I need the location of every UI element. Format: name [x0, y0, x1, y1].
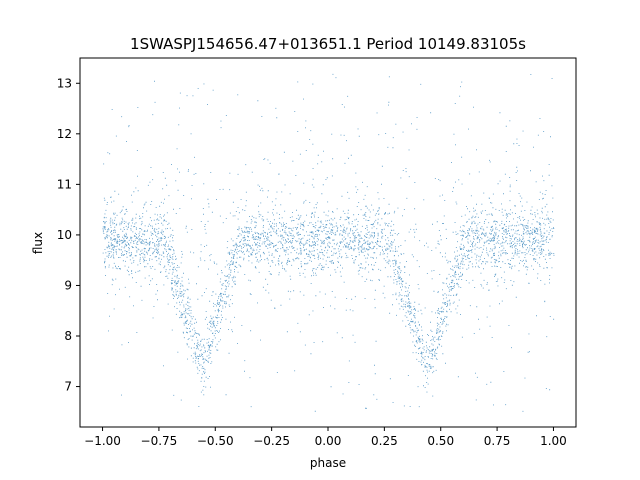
chart-title: 1SWASPJ154656.47+013651.1 Period 10149.8… [130, 35, 526, 53]
x-tick-label: 1.00 [540, 434, 567, 448]
y-tick-label: 11 [57, 177, 72, 191]
y-tick-label: 9 [64, 278, 72, 292]
scatter-points [102, 73, 555, 412]
x-tick-label: 0.75 [484, 434, 511, 448]
y-tick-label: 13 [57, 76, 72, 90]
x-tick-label: 0.50 [427, 434, 454, 448]
data-points [102, 73, 555, 412]
y-tick-label: 8 [64, 329, 72, 343]
x-tick-label: −1.00 [84, 434, 121, 448]
x-axis: −1.00 −0.75 −0.50 −0.25 0.00 0.25 0.50 0.75 1.00 [84, 427, 567, 448]
y-tick-label: 10 [57, 228, 72, 242]
x-tick-label: −0.50 [197, 434, 234, 448]
x-tick-label: 0.25 [371, 434, 398, 448]
plot-frame [79, 57, 577, 428]
y-axis: 7 8 9 10 11 12 13 [57, 76, 80, 394]
x-tick-label: −0.25 [253, 434, 290, 448]
x-tick-label: 0.00 [315, 434, 342, 448]
y-axis-label: flux [31, 232, 45, 254]
x-axis-label: phase [310, 456, 346, 470]
x-tick-label: −0.75 [141, 434, 178, 448]
y-tick-label: 12 [57, 127, 72, 141]
y-tick-label: 7 [64, 380, 72, 394]
